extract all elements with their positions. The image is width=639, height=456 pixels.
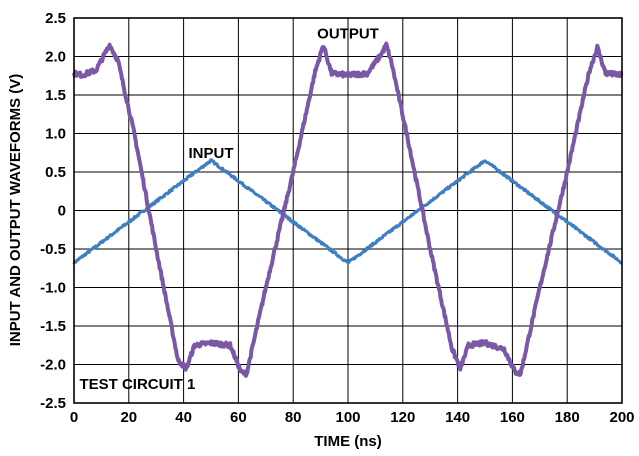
series-group — [72, 41, 624, 378]
y-tick-label: -2.5 — [40, 395, 66, 412]
x-tick-label: 120 — [390, 409, 415, 426]
output-series-line — [72, 41, 624, 378]
x-tick-label: 40 — [175, 409, 192, 426]
y-tick-label: 0.5 — [45, 164, 66, 181]
x-tick-label: 200 — [609, 409, 634, 426]
y-tick-label: 1.5 — [45, 87, 66, 104]
y-tick-label: 2.5 — [45, 10, 66, 27]
x-tick-label: 80 — [285, 409, 302, 426]
y-tick-labels: 2.5 2.0 1.5 1.0 0.5 0 -0.5 -1.0 -1.5 -2.0 -2.5 — [40, 10, 66, 412]
annotation-label: TEST CIRCUIT 1 — [79, 376, 195, 393]
y-tick-label: -2.0 — [40, 357, 66, 374]
x-tick-label: 140 — [445, 409, 470, 426]
annotation-label: INPUT — [189, 145, 234, 162]
annotations: INPUT OUTPUT TEST CIRCUIT 1 — [79, 25, 378, 392]
y-axis-label: INPUT AND OUTPUT WAVEFORMS (V) — [7, 74, 24, 347]
y-tick-label: 1.0 — [45, 126, 66, 143]
x-tick-label: 180 — [555, 409, 580, 426]
y-tick-label: -0.5 — [40, 241, 66, 258]
y-tick-label: 0 — [58, 203, 66, 220]
x-tick-label: 100 — [335, 409, 360, 426]
annotation-label: OUTPUT — [317, 25, 379, 42]
x-axis-label: TIME (ns) — [314, 433, 382, 450]
y-tick-label: -1.5 — [40, 318, 66, 335]
plot-border — [73, 17, 623, 404]
x-tick-labels: 0 20 40 60 80 100 120 140 160 180 200 — [70, 409, 635, 426]
input-series-line — [72, 158, 623, 265]
x-tick-label: 60 — [230, 409, 247, 426]
x-tick-label: 20 — [120, 409, 137, 426]
y-tick-label: 2.0 — [45, 49, 66, 66]
y-tick-label: -1.0 — [40, 280, 66, 297]
x-tick-label: 0 — [70, 409, 78, 426]
plot-frame — [73, 17, 623, 404]
x-tick-label: 160 — [500, 409, 525, 426]
